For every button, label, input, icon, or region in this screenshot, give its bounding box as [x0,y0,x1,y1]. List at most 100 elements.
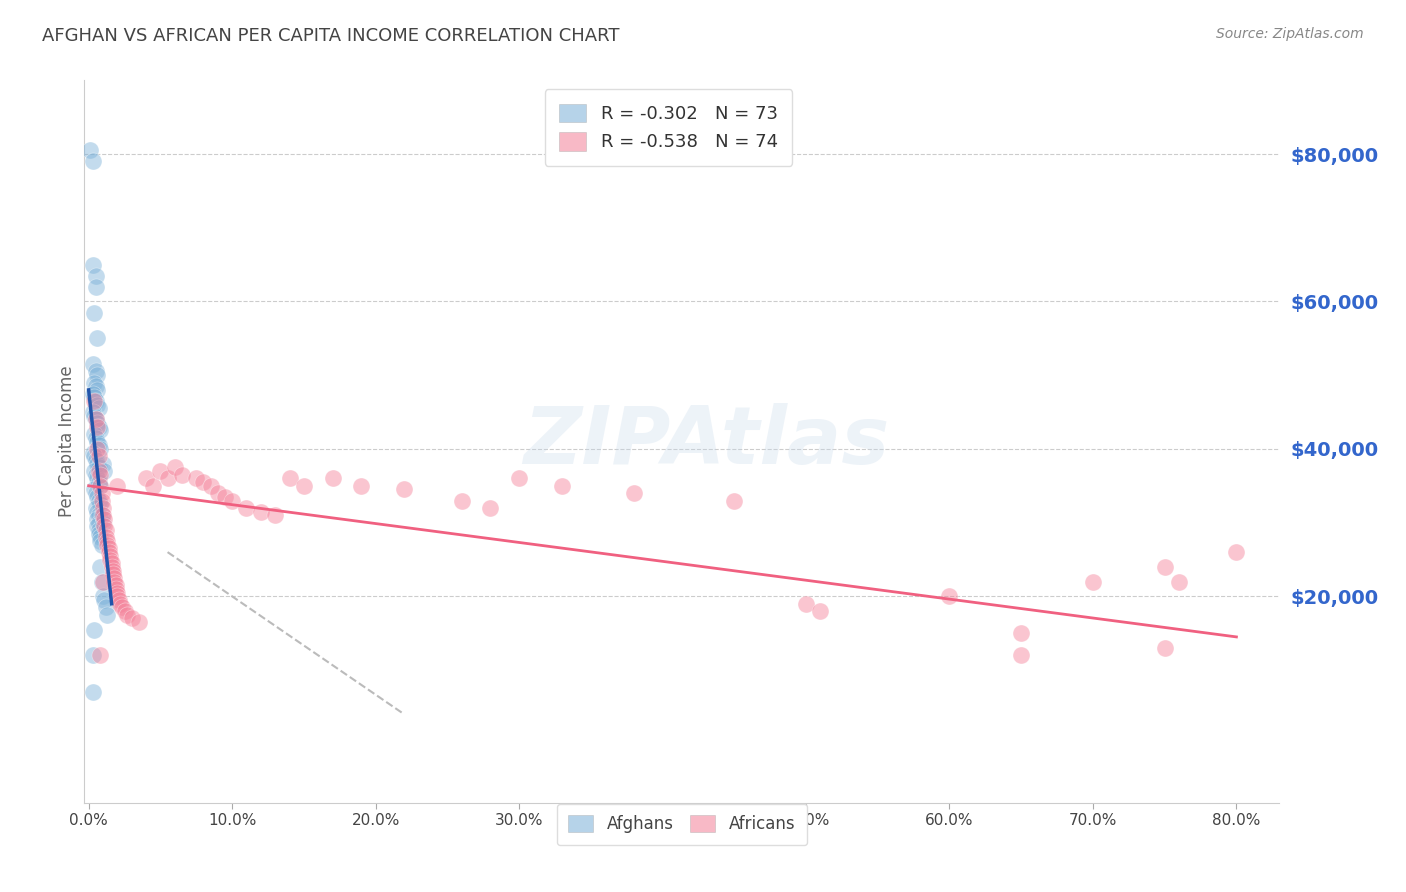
Point [107,593,129,607]
Point [264,508,287,523]
Point [82,648,104,663]
Point [84,364,107,378]
Point [250,505,273,519]
Point [86,471,108,485]
Point [1081,574,1104,589]
Point [101,564,124,578]
Point [89,424,111,438]
Point [292,479,315,493]
Point [87,460,110,475]
Point [86,505,108,519]
Point [84,268,107,283]
Point [1168,574,1191,589]
Point [86,519,108,533]
Point [479,500,502,515]
Point [86,368,108,383]
Point [93,464,115,478]
Point [103,574,125,589]
Point [105,590,128,604]
Point [91,590,114,604]
Point [83,394,105,409]
Point [84,500,107,515]
Point [87,516,110,530]
Point [82,445,104,459]
Point [128,615,150,630]
Point [89,648,111,663]
Point [91,516,114,530]
Point [90,486,112,500]
Point [200,479,222,493]
Point [87,464,110,478]
Point [83,623,105,637]
Point [1225,545,1247,559]
Point [278,471,301,485]
Point [89,442,111,456]
Point [142,479,165,493]
Point [322,471,344,485]
Legend: Afghans, Africans: Afghans, Africans [557,804,807,845]
Point [186,471,208,485]
Point [96,607,118,622]
Point [938,590,960,604]
Point [121,611,143,625]
Point [623,486,645,500]
Point [156,471,179,485]
Point [111,600,134,615]
Point [94,523,117,537]
Point [221,493,243,508]
Point [86,331,108,345]
Point [82,154,104,169]
Point [83,427,105,442]
Point [89,479,111,493]
Text: Source: ZipAtlas.com: Source: ZipAtlas.com [1216,27,1364,41]
Point [135,471,157,485]
Point [193,475,215,489]
Text: ZIPAtlas: ZIPAtlas [523,402,889,481]
Point [1010,648,1032,663]
Point [98,552,121,566]
Point [93,519,115,533]
Point [97,541,120,556]
Point [89,534,111,549]
Y-axis label: Per Capita Income: Per Capita Income [58,366,76,517]
Point [86,442,108,456]
Point [551,479,574,493]
Point [1153,560,1175,574]
Point [91,508,114,523]
Point [90,538,112,552]
Point [235,500,257,515]
Point [110,597,132,611]
Point [90,508,112,523]
Point [86,490,108,504]
Point [90,574,112,589]
Point [87,493,110,508]
Point [82,405,104,419]
Point [89,467,111,482]
Point [86,434,108,449]
Point [82,357,104,371]
Point [207,486,229,500]
Point [86,419,108,434]
Point [94,600,117,615]
Point [84,486,107,500]
Point [794,597,817,611]
Point [83,376,105,390]
Point [84,394,107,409]
Point [84,453,107,467]
Point [114,604,136,618]
Point [86,383,108,397]
Point [83,390,105,404]
Point [84,431,107,445]
Point [90,493,112,508]
Point [79,144,101,158]
Point [82,258,104,272]
Point [100,556,122,570]
Point [101,567,124,582]
Point [86,398,108,412]
Point [83,409,105,423]
Point [394,483,416,497]
Point [83,483,105,497]
Point [87,523,110,537]
Point [87,508,110,523]
Point [103,571,125,585]
